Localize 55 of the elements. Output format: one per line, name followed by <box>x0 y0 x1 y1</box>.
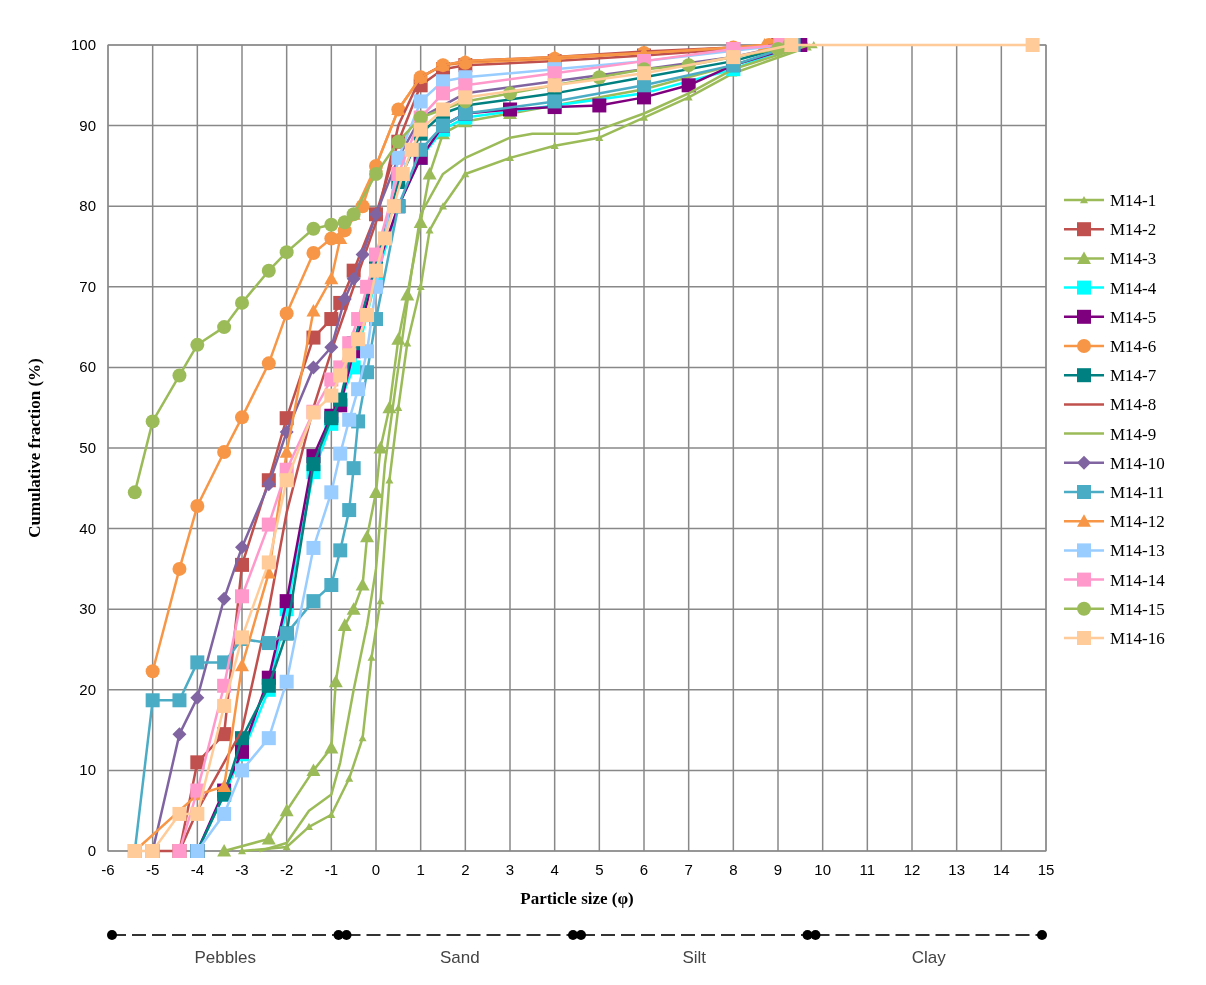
y-tick-label: 0 <box>87 842 96 859</box>
legend-label: M14-14 <box>1110 570 1166 590</box>
legend-label: M14-5 <box>1110 307 1157 327</box>
legend-label: M14-3 <box>1110 249 1157 269</box>
y-tick-label: 90 <box>79 116 96 134</box>
y-axis-title: Cumulative fraction (%) <box>25 358 44 538</box>
y-tick-label: 10 <box>79 761 96 779</box>
x-tick-label: -6 <box>101 861 115 878</box>
legend-label: M14-11 <box>1110 483 1165 502</box>
legend-label: M14-2 <box>1110 220 1157 240</box>
text: Sand <box>439 948 480 967</box>
legend-label: M14-16 <box>1110 629 1165 648</box>
x-tick-label: 5 <box>595 861 604 878</box>
y-tick-label: 70 <box>79 277 96 295</box>
x-tick-label: 4 <box>550 861 559 878</box>
x-tick-label: -2 <box>279 861 294 878</box>
x-tick-label: -3 <box>235 861 249 878</box>
y-tick-label: 50 <box>79 439 96 456</box>
legend-label: M14-12 <box>1110 512 1165 532</box>
text: Pebbles <box>194 948 256 967</box>
y-tick-label: 80 <box>79 197 96 215</box>
x-tick-label: 14 <box>992 861 1010 878</box>
x-tick-label: 12 <box>903 861 921 878</box>
y-tick-label: 100 <box>70 36 96 53</box>
y-tick-label: 30 <box>79 600 96 618</box>
legend-label: M14-8 <box>1110 395 1157 415</box>
x-tick-label: -5 <box>145 861 160 878</box>
x-tick-label: 15 <box>1037 861 1055 878</box>
text: Silt <box>682 948 707 967</box>
x-tick-label: -1 <box>324 861 339 878</box>
y-tick-label: 20 <box>79 680 96 698</box>
y-tick-label: 60 <box>79 358 96 376</box>
x-axis-title: Particle size (φ) <box>520 889 634 908</box>
x-tick-label: 9 <box>773 861 783 878</box>
y-tick-label: 40 <box>79 519 96 537</box>
legend-label: M14-13 <box>1110 541 1165 561</box>
legend-label: M14-9 <box>1110 424 1157 444</box>
legend-label: M14-15 <box>1110 599 1165 619</box>
x-tick-label: 8 <box>729 861 738 878</box>
x-tick-label: 3 <box>505 861 515 878</box>
x-tick-label: 7 <box>684 861 693 878</box>
text: Clay <box>911 948 947 967</box>
x-tick-label: 10 <box>814 861 832 878</box>
x-tick-label: 13 <box>948 861 966 878</box>
x-tick-label: 11 <box>859 861 876 878</box>
legend-label: M14-6 <box>1110 337 1157 356</box>
legend-label: M14-7 <box>1110 366 1157 386</box>
legend-label: M14-10 <box>1110 453 1165 473</box>
x-tick-label: -4 <box>190 861 205 878</box>
x-tick-label: 2 <box>461 861 470 878</box>
legend-label: M14-4 <box>1110 278 1157 298</box>
x-tick-label: 6 <box>639 861 649 878</box>
legend-label: M14-1 <box>1110 191 1157 210</box>
x-tick-label: 0 <box>371 861 381 878</box>
x-tick-label: 1 <box>416 861 425 878</box>
